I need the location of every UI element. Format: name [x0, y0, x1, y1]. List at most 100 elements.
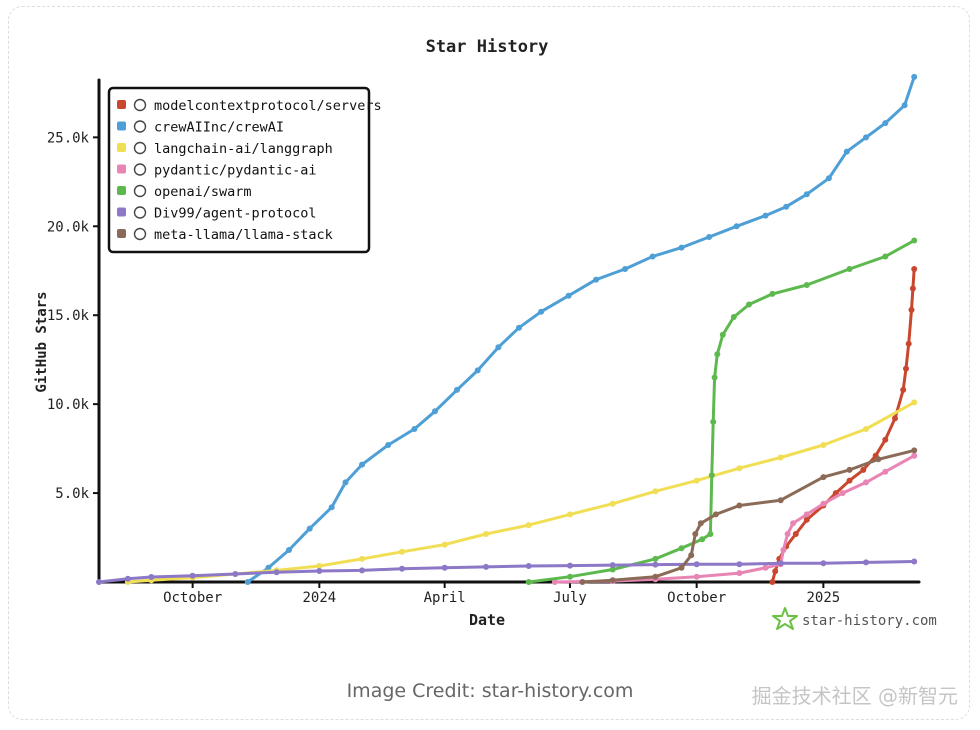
- data-point[interactable]: [688, 552, 695, 559]
- data-point[interactable]: [699, 536, 706, 543]
- data-point[interactable]: [551, 579, 558, 585]
- data-point[interactable]: [772, 568, 779, 575]
- data-point[interactable]: [736, 502, 743, 509]
- data-point[interactable]: [306, 525, 313, 532]
- data-point[interactable]: [483, 531, 489, 537]
- data-point[interactable]: [316, 563, 323, 569]
- data-point[interactable]: [882, 468, 889, 475]
- data-point[interactable]: [803, 516, 810, 523]
- data-point[interactable]: [525, 522, 532, 529]
- data-point[interactable]: [678, 244, 685, 251]
- data-point[interactable]: [652, 561, 659, 568]
- data-point[interactable]: [714, 351, 721, 358]
- data-point[interactable]: [825, 175, 832, 182]
- data-point[interactable]: [911, 558, 918, 565]
- data-point[interactable]: [882, 436, 889, 443]
- data-point[interactable]: [707, 531, 714, 537]
- data-point[interactable]: [820, 474, 827, 481]
- data-point[interactable]: [622, 266, 629, 272]
- data-point[interactable]: [843, 148, 850, 155]
- data-point[interactable]: [579, 579, 586, 585]
- data-point[interactable]: [649, 253, 656, 260]
- data-point[interactable]: [712, 511, 719, 518]
- legend-item-pydantic-pydantic-ai[interactable]: pydantic/pydantic-ai: [117, 163, 317, 179]
- legend-item-meta-llama-llama-stack[interactable]: meta-llama/llama-stack: [117, 227, 333, 243]
- data-point[interactable]: [454, 386, 460, 393]
- data-point[interactable]: [483, 563, 489, 570]
- data-point[interactable]: [567, 573, 573, 580]
- data-point[interactable]: [900, 386, 907, 393]
- data-point[interactable]: [609, 577, 616, 584]
- legend-item-langchain-ai-langgraph[interactable]: langchain-ai/langgraph: [117, 141, 333, 157]
- data-point[interactable]: [733, 223, 740, 230]
- data-point[interactable]: [359, 461, 365, 468]
- data-point[interactable]: [777, 454, 784, 461]
- data-point[interactable]: [846, 477, 853, 484]
- data-point[interactable]: [901, 102, 908, 109]
- data-point[interactable]: [911, 452, 918, 459]
- data-point[interactable]: [148, 574, 155, 580]
- data-point[interactable]: [762, 212, 769, 219]
- data-point[interactable]: [846, 266, 853, 272]
- data-point[interactable]: [693, 477, 700, 484]
- star-history-brand[interactable]: star-history.com: [772, 607, 937, 630]
- data-point[interactable]: [892, 415, 898, 422]
- data-point[interactable]: [525, 563, 532, 569]
- data-point[interactable]: [609, 562, 616, 569]
- data-point[interactable]: [565, 292, 572, 299]
- data-point[interactable]: [875, 456, 882, 463]
- data-point[interactable]: [911, 399, 918, 406]
- legend-item-crewaiinc-crewai[interactable]: crewAIInc/crewAI: [117, 120, 284, 136]
- data-point[interactable]: [790, 520, 797, 527]
- data-point[interactable]: [286, 547, 292, 553]
- data-point[interactable]: [730, 314, 737, 320]
- data-point[interactable]: [441, 564, 448, 571]
- data-point[interactable]: [803, 511, 810, 518]
- data-point[interactable]: [746, 301, 752, 308]
- data-point[interactable]: [903, 365, 909, 372]
- data-point[interactable]: [777, 560, 784, 567]
- legend-item-openai-swarm[interactable]: openai/swarm: [117, 184, 252, 200]
- data-point[interactable]: [882, 253, 889, 260]
- data-point[interactable]: [273, 569, 280, 576]
- data-point[interactable]: [820, 442, 827, 448]
- data-point[interactable]: [516, 324, 522, 331]
- data-point[interactable]: [706, 234, 713, 240]
- data-point[interactable]: [911, 237, 918, 244]
- data-point[interactable]: [736, 465, 743, 472]
- data-point[interactable]: [609, 566, 616, 573]
- data-point[interactable]: [911, 266, 918, 272]
- data-point[interactable]: [399, 565, 405, 572]
- data-point[interactable]: [244, 579, 251, 585]
- data-point[interactable]: [525, 579, 532, 585]
- data-point[interactable]: [911, 73, 918, 80]
- data-point[interactable]: [609, 500, 616, 507]
- data-point[interactable]: [909, 285, 916, 292]
- data-point[interactable]: [441, 541, 448, 548]
- legend-item-modelcontextprotocol-servers[interactable]: modelcontextprotocol/servers: [117, 98, 382, 114]
- data-point[interactable]: [567, 511, 573, 518]
- data-point[interactable]: [783, 203, 790, 210]
- data-point[interactable]: [905, 340, 912, 347]
- data-point[interactable]: [820, 500, 827, 507]
- data-point[interactable]: [697, 520, 704, 527]
- data-point[interactable]: [769, 290, 776, 297]
- data-point[interactable]: [762, 564, 769, 571]
- data-point[interactable]: [189, 572, 196, 579]
- data-point[interactable]: [863, 479, 869, 486]
- data-point[interactable]: [678, 545, 685, 552]
- data-point[interactable]: [863, 134, 869, 141]
- data-point[interactable]: [411, 426, 418, 432]
- data-point[interactable]: [693, 573, 700, 580]
- data-point[interactable]: [265, 564, 272, 571]
- data-point[interactable]: [538, 308, 545, 315]
- data-point[interactable]: [232, 571, 239, 577]
- data-point[interactable]: [863, 426, 869, 432]
- data-point[interactable]: [124, 575, 131, 582]
- data-point[interactable]: [860, 466, 867, 473]
- data-point[interactable]: [863, 559, 869, 566]
- data-point[interactable]: [882, 120, 889, 127]
- data-point[interactable]: [908, 306, 915, 313]
- data-point[interactable]: [780, 547, 787, 553]
- data-point[interactable]: [385, 442, 392, 448]
